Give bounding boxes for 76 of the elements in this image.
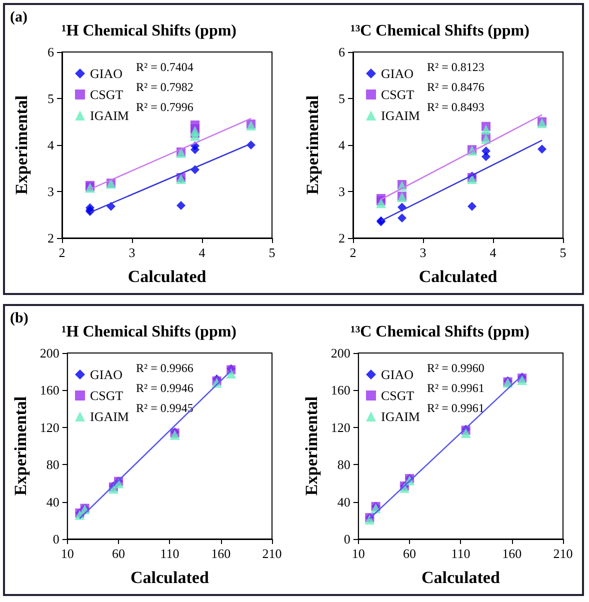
x-tick-label: 10: [60, 546, 74, 561]
annotation: R² = 0.9961: [427, 381, 484, 395]
x-tick-label: 210: [553, 546, 573, 561]
legend-label: IGAIM: [90, 409, 130, 424]
x-tick-label: 110: [160, 546, 180, 561]
y-tick-label: 6: [338, 44, 346, 60]
y-tick-label: 3: [338, 184, 345, 199]
y-tick-label: 3: [48, 184, 54, 199]
x-tick-label: 110: [451, 546, 470, 561]
x-axis-title: Calculated: [130, 568, 210, 587]
text: (a): [10, 10, 28, 26]
x-tick-label: 4: [198, 245, 206, 260]
x-tick-label: 10: [352, 546, 365, 561]
y-tick-label: 80: [46, 457, 60, 472]
y-tick-label: 160: [40, 382, 60, 398]
legend-label: CSGT: [381, 87, 414, 102]
y-axis-title: Experimental: [303, 95, 322, 195]
legend-label: GIAO: [381, 367, 414, 382]
x-axis-title: Calculated: [128, 267, 207, 286]
annotation: R² = 0.8123: [427, 60, 484, 74]
chart-title: ¹³C Chemical Shifts (ppm): [350, 22, 530, 40]
legend-label: GIAO: [90, 66, 122, 81]
y-tick-label: 5: [338, 91, 345, 106]
annotation: R² = 0.9966: [136, 361, 194, 375]
x-tick-label: 210: [262, 546, 282, 561]
annotation: R² = 0.9946: [136, 381, 194, 395]
legend-label: CSGT: [381, 388, 414, 403]
y-tick-label: 40: [337, 494, 350, 510]
x-tick-label: 60: [112, 546, 126, 561]
y-tick-label: 40: [46, 494, 60, 510]
annotation: R² = 0.7996: [136, 100, 194, 114]
legend-label: GIAO: [381, 66, 414, 81]
legend-label: IGAIM: [90, 108, 130, 123]
x-tick-label: 160: [211, 546, 231, 561]
y-tick-label: 2: [48, 230, 54, 246]
text: (b): [10, 310, 28, 326]
y-tick-label: 6: [48, 44, 54, 60]
y-tick-label: 120: [40, 420, 60, 435]
y-tick-label: 2: [338, 230, 345, 246]
legend-label: CSGT: [90, 87, 124, 102]
y-tick-label: 120: [330, 420, 350, 435]
annotation: R² = 0.9960: [427, 361, 484, 375]
y-axis-title: Experimental: [12, 95, 31, 195]
y-tick-label: 200: [330, 346, 350, 360]
chart-title: ¹H Chemical Shifts (ppm): [61, 22, 237, 40]
y-tick-label: 200: [40, 346, 60, 360]
y-tick-label: 4: [48, 138, 54, 152]
y-tick-label: 4: [338, 138, 346, 152]
legend-label: GIAO: [90, 367, 122, 382]
annotation: R² = 0.8493: [427, 100, 484, 114]
y-tick-label: 80: [337, 457, 350, 472]
legend-label: IGAIM: [381, 108, 420, 123]
x-tick-label: 5: [268, 245, 276, 260]
annotation: R² = 0.7404: [136, 60, 194, 74]
annotation: R² = 0.8476: [427, 80, 484, 94]
y-axis-title: Experimental: [11, 396, 30, 496]
legend-label: IGAIM: [381, 409, 420, 424]
y-tick-label: 0: [344, 532, 350, 546]
legend-label: CSGT: [90, 388, 124, 403]
x-axis-title: Calculated: [418, 267, 498, 286]
y-axis-title: Experimental: [302, 396, 321, 496]
chart-title: ¹H Chemical Shifts (ppm): [61, 324, 237, 340]
x-tick-label: 60: [403, 546, 416, 561]
y-tick-label: 160: [330, 382, 350, 398]
annotation: R² = 0.9945: [136, 401, 194, 415]
x-tick-label: 3: [420, 245, 426, 260]
x-tick-label: 160: [502, 546, 522, 561]
x-tick-label: 5: [560, 245, 566, 260]
x-tick-label: 3: [128, 245, 136, 260]
annotation: R² = 0.7982: [136, 80, 194, 94]
chart-title: ¹³C Chemical Shifts (ppm): [350, 324, 530, 340]
x-axis-title: Calculated: [422, 568, 500, 587]
y-tick-label: 0: [52, 532, 60, 546]
annotation: R² = 0.9961: [427, 401, 484, 415]
x-tick-label: 4: [490, 245, 497, 260]
y-tick-label: 5: [48, 91, 54, 106]
